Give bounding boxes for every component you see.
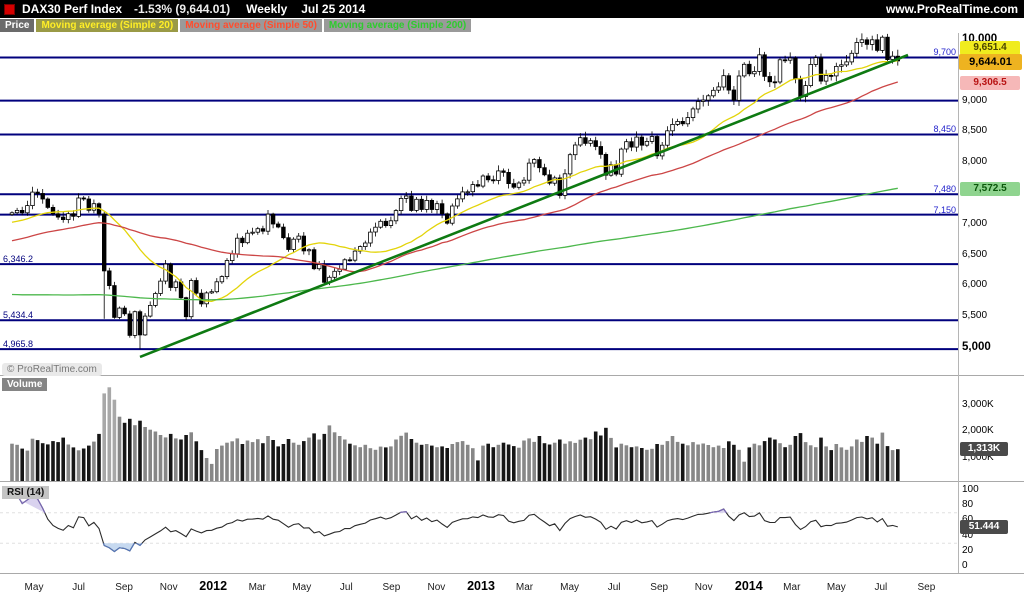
legend-ma200[interactable]: Moving average (Simple 200) [323, 19, 472, 32]
timeframe-label[interactable]: Weekly [246, 2, 288, 16]
legend-bar: Price Moving average (Simple 20) Moving … [0, 18, 472, 33]
legend-ma20[interactable]: Moving average (Simple 20) [36, 19, 179, 32]
volume-pane-label[interactable]: Volume [2, 378, 48, 391]
instrument-name: DAX30 Perf Index [22, 2, 123, 16]
date-label: Jul 25 2014 [301, 2, 366, 16]
legend-price[interactable]: Price [0, 19, 35, 32]
instrument-icon [4, 3, 15, 15]
rsi-pane-label[interactable]: RSI (14) [2, 486, 50, 499]
price-change: -1.53% (9,644.01) [134, 2, 231, 16]
watermark: © ProRealTime.com [2, 363, 102, 376]
site-url[interactable]: www.ProRealTime.com [885, 2, 1018, 16]
legend-ma50[interactable]: Moving average (Simple 50) [180, 19, 322, 32]
title-bar: DAX30 Perf Index -1.53% (9,644.01) Weekl… [0, 0, 1024, 18]
